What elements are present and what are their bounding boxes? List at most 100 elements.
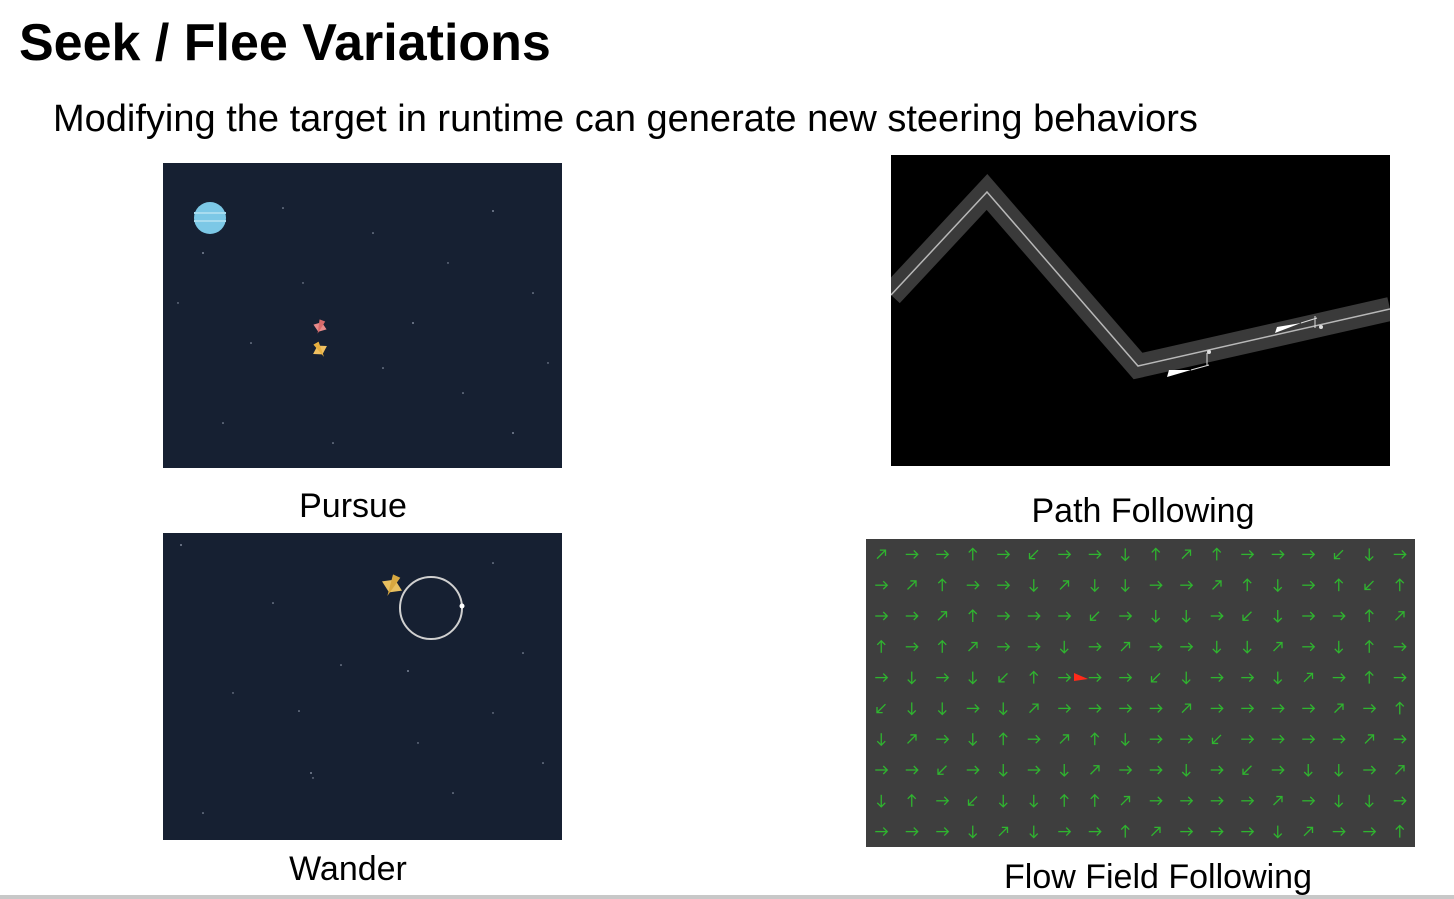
flow-arrow-icon [1395,701,1405,715]
flow-field-caption: Flow Field Following [1004,858,1312,896]
flow-arrow-icon [1302,549,1316,559]
flow-arrow-icon [1027,734,1041,744]
flow-arrow-icon [1090,765,1100,775]
flow-arrow-icon [1027,642,1041,652]
flow-arrow-icon [937,578,947,592]
flow-arrow-icon [1180,734,1194,744]
flow-arrow-icon [1119,673,1133,683]
slide-subtitle: Modifying the target in runtime can gene… [53,98,1198,140]
flow-arrow-icon [1212,580,1222,590]
flow-arrow-icon [905,549,919,559]
flow-arrow-icon [1303,764,1313,777]
bottom-divider [0,895,1454,899]
flow-arrow-icon [1119,611,1133,621]
flow-arrow-icon [1210,796,1224,806]
flow-arrow-icon [1393,673,1407,683]
flow-arrow-icon [1119,703,1133,713]
flow-arrow-icon [1180,580,1194,590]
flow-arrow-icon [1181,671,1191,685]
pursuer-ship-icon [313,341,327,357]
flow-arrow-icon [1241,673,1255,683]
flow-arrow-icon [907,580,917,590]
flow-arrow-icon [936,673,950,683]
flow-arrow-icon [907,734,917,744]
flow-arrow-icon [876,733,886,747]
flow-arrow-icon [967,796,978,806]
flow-arrow-icon [1395,824,1405,838]
flow-arrow-icon [968,609,978,622]
flow-arrow-icon [1364,794,1374,808]
flow-arrow-icon [1271,734,1285,744]
flow-arrow-icon [1090,579,1100,593]
flow-arrow-icon [1273,671,1283,685]
flow-arrow-icon [1334,578,1344,592]
flow-arrow-icon [1088,673,1102,683]
flow-arrow-icon [1120,641,1131,652]
flow-arrow-icon [1058,549,1072,559]
flow-arrow-icon [1059,640,1069,654]
flow-arrow-icon [1273,641,1283,652]
flow-arrow-icon [1059,764,1069,777]
slide-title: Seek / Flee Variations [19,14,551,72]
flow-arrow-icon [1334,640,1344,654]
path-following-scene [891,155,1390,466]
flow-arrow-icon [1393,642,1407,652]
flow-arrow-icon [968,825,978,839]
flow-arrow-icon [1302,734,1316,744]
flow-arrow-icon [905,611,919,621]
flow-arrow-icon [1241,549,1255,559]
flow-arrow-icon [1212,640,1222,654]
flow-arrow-icon [1242,640,1252,654]
flow-arrow-icon [876,639,886,653]
flow-arrow-icon [1029,825,1039,839]
flow-arrow-icon [905,765,919,775]
flow-arrow-icon [1151,547,1161,561]
flow-arrow-icon [968,671,978,685]
flow-arrow-icon [936,796,950,806]
flow-arrow-icon [1393,549,1407,559]
flow-arrow-icon [936,549,950,559]
flow-arrow-icon [1363,765,1377,775]
flow-arrow-icon [1242,611,1252,621]
flow-agent-icon [1074,673,1088,681]
flow-arrow-icon [1149,642,1163,652]
flow-arrow-icon [1241,827,1255,837]
flow-arrow-icon [875,580,889,590]
flow-arrow-icon [1395,611,1405,621]
flow-arrow-icon [905,642,919,652]
flow-arrow-icon [1210,765,1224,775]
wander-scene [163,533,562,840]
flow-arrow-icon [876,794,886,808]
flow-arrow-icon [1271,765,1285,775]
flow-arrow-icon [1027,765,1041,775]
flow-arrow-icon [876,549,887,560]
flow-arrow-icon [1241,796,1255,806]
flow-arrow-icon [876,703,886,714]
flow-arrow-icon [1364,734,1375,744]
flow-arrow-icon [966,765,980,775]
flow-arrow-icon [1332,673,1346,683]
flow-arrow-icon [1303,672,1314,683]
flow-arrow-icon [1393,734,1407,744]
flow-arrow-icon [1241,703,1255,713]
flow-arrow-icon [998,702,1008,716]
wander-caption: Wander [289,850,407,888]
agent-arrow-icon [1275,316,1323,333]
flow-arrow-icon [998,826,1009,837]
flow-arrow-icon [875,827,889,837]
flow-arrow-icon [1151,610,1161,623]
flow-arrow-icon [1210,673,1224,683]
flow-arrow-icon [966,580,980,590]
flow-arrow-icon [1273,579,1283,593]
flow-arrow-icon [1364,639,1374,653]
flow-arrow-icon [1120,733,1130,747]
flow-arrow-icon [907,793,917,807]
flow-arrow-icon [1302,580,1316,590]
flow-arrow-icon [1151,826,1161,837]
flow-arrow-icon [875,611,889,621]
flow-arrow-icon [1149,765,1163,775]
flow-field-background [866,539,1415,847]
flow-arrow-icon [1393,796,1407,806]
flow-arrow-icon [997,611,1011,621]
flow-arrow-icon [1333,549,1344,560]
